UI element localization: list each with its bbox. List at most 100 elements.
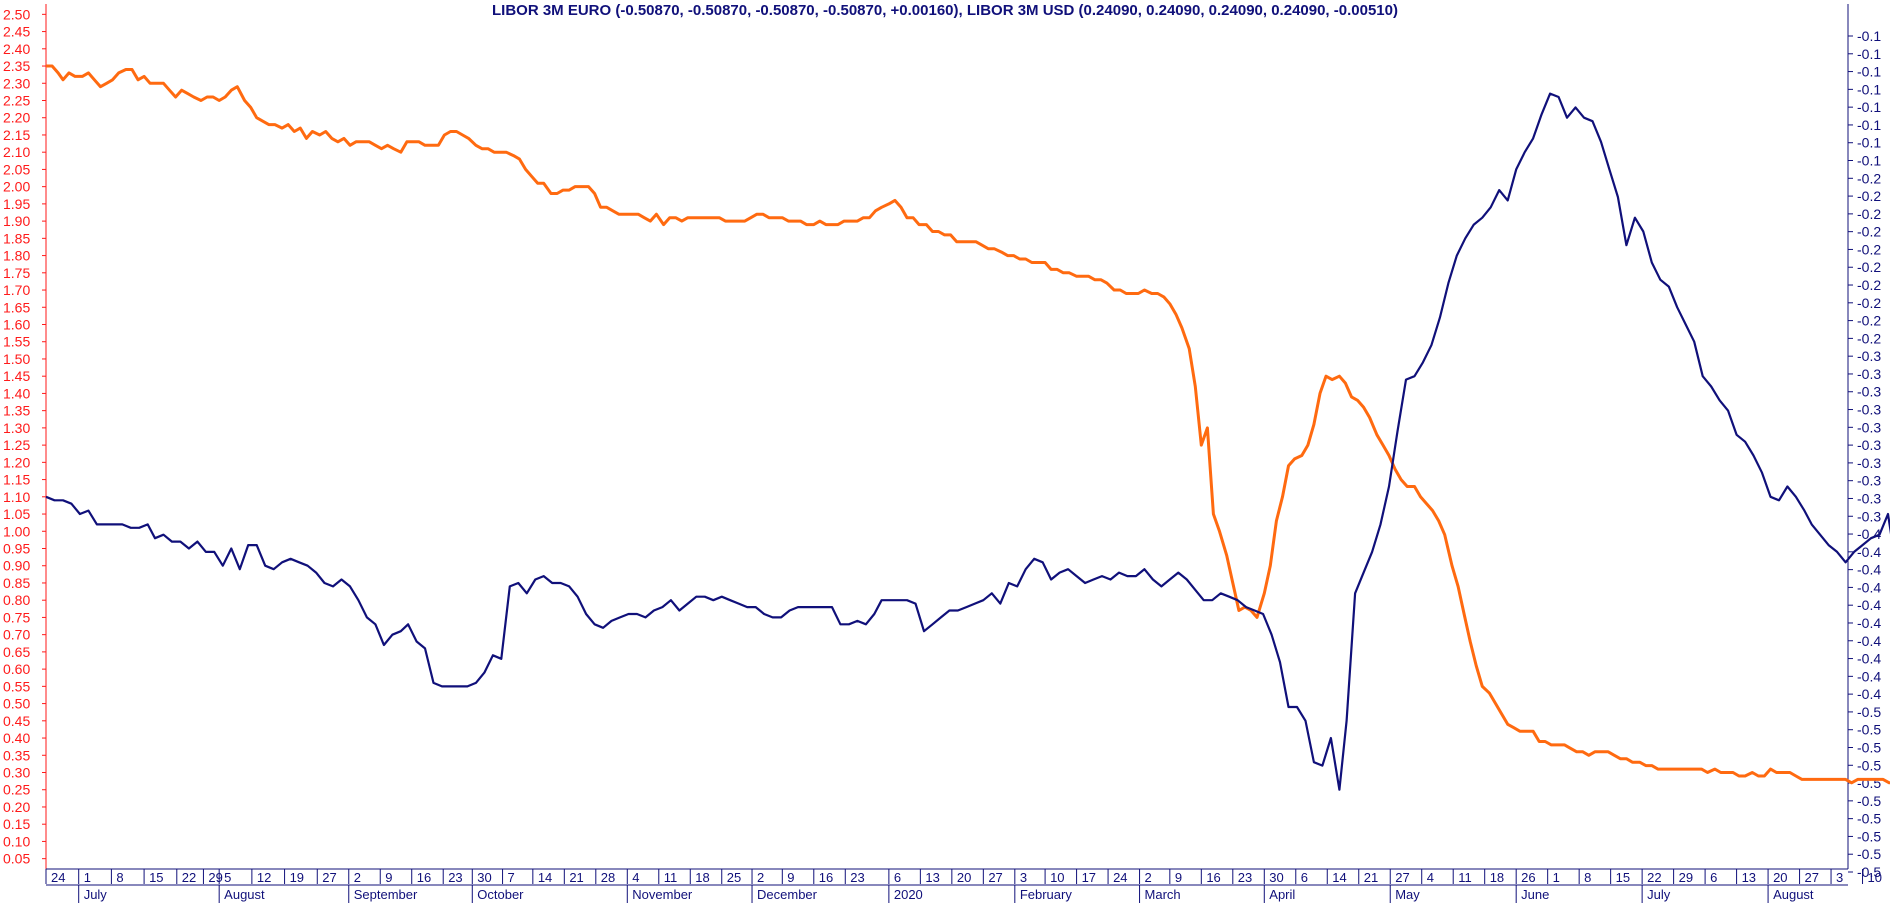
- left-axis-tick-label: 0.60: [3, 661, 30, 677]
- right-axis-tick-label: -0.4: [1857, 615, 1881, 631]
- right-axis-tick-label: -0.4: [1857, 686, 1881, 702]
- right-axis-tick-label: -0.4: [1857, 597, 1881, 613]
- right-axis-tick-label: -0.1: [1857, 81, 1881, 97]
- x-axis-day-label: 4: [632, 870, 639, 885]
- right-axis-tick-label: -0.5: [1857, 704, 1881, 720]
- title-euro: LIBOR 3M EURO (-0.50870, -0.50870, -0.50…: [492, 2, 959, 19]
- x-axis-day-label: 11: [1458, 870, 1472, 885]
- right-axis-tick-label: -0.5: [1857, 828, 1881, 844]
- x-axis-day-label: 6: [1710, 870, 1717, 885]
- right-axis-tick-label: -0.1: [1857, 28, 1881, 44]
- left-axis-tick-label: 1.30: [3, 420, 30, 436]
- left-y-axis: 0.05 0.100.150.200.250.30 0.350.400.450.50…: [3, 4, 47, 869]
- right-axis-tick-label: -0.2: [1857, 170, 1881, 186]
- right-axis-tick-label: -0.4: [1857, 668, 1881, 684]
- x-axis-day-label: 20: [1773, 870, 1787, 885]
- title-usd: LIBOR 3M USD (0.24090, 0.24090, 0.24090,…: [966, 2, 1398, 19]
- x-axis-day-label: 6: [894, 870, 901, 885]
- x-axis-month-label: October: [477, 887, 524, 902]
- x-axis-day-label: 17: [1082, 870, 1096, 885]
- right-axis-tick-label: -0.5: [1857, 793, 1881, 809]
- right-axis-tick-label: -0.2: [1857, 259, 1881, 275]
- series-line-libor-3m-euro: [45, 92, 1890, 791]
- right-axis-tick-label: -0.1: [1857, 64, 1881, 80]
- x-axis-day-label: 2: [354, 870, 361, 885]
- left-axis-tick-label: 0.10: [3, 833, 30, 849]
- x-axis-day-label: 10: [1868, 870, 1882, 885]
- right-axis-tick-label: -0.2: [1857, 224, 1881, 240]
- x-axis-day-label: 2: [1145, 870, 1152, 885]
- x-axis-day-label: 13: [1742, 870, 1756, 885]
- x-axis-day-label: 5: [224, 870, 231, 885]
- right-axis-tick-label: -0.3: [1857, 419, 1881, 435]
- x-axis-day-label: 12: [257, 870, 271, 885]
- x-axis-day-label: 15: [149, 870, 163, 885]
- x-axis-day-label: 7: [508, 870, 515, 885]
- right-axis-tick-label: -0.3: [1857, 366, 1881, 382]
- left-axis-tick-label: 0.40: [3, 730, 30, 746]
- right-axis-tick-label: -0.1: [1857, 117, 1881, 133]
- x-axis-day-label: 19: [290, 870, 304, 885]
- left-axis-tick-label: 0.85: [3, 575, 30, 591]
- x-axis-day-label: 23: [448, 870, 462, 885]
- right-axis-tick-label: -0.3: [1857, 490, 1881, 506]
- left-axis-tick-label: 2.00: [3, 179, 30, 195]
- left-axis-tick-label: 1.75: [3, 265, 30, 281]
- x-axis-day-label: 24: [1113, 870, 1127, 885]
- left-axis-tick-label: 1.85: [3, 230, 30, 246]
- x-axis-day-label: 1: [1553, 870, 1560, 885]
- left-axis-tick-label: 2.45: [3, 24, 30, 40]
- right-axis-tick-label: -0.4: [1857, 633, 1881, 649]
- x-axis-month-label: March: [1145, 887, 1181, 902]
- left-axis-tick-label: 0.65: [3, 644, 30, 660]
- right-axis-tick-label: -0.4: [1857, 526, 1881, 542]
- x-axis-day-label: 21: [569, 870, 583, 885]
- right-axis-tick-label: -0.5: [1857, 775, 1881, 791]
- right-axis-tick-label: -0.3: [1857, 437, 1881, 453]
- x-axis-day-label: 28: [601, 870, 615, 885]
- left-axis-tick-label: 1.90: [3, 213, 30, 229]
- left-axis-tick-label: 0.80: [3, 592, 30, 608]
- x-axis-day-label: 9: [787, 870, 794, 885]
- x-axis-day-label: 16: [417, 870, 431, 885]
- left-axis-tick-label: 2.40: [3, 41, 30, 57]
- x-axis-month-label: September: [354, 887, 418, 902]
- right-y-axis: -0.1-0.1-0.1-0.1-0.1-0.1-0.1-0.1-0.2-0.2…: [1847, 4, 1881, 880]
- left-axis-tick-label: 0.75: [3, 609, 30, 625]
- right-axis-tick-label: -0.5: [1857, 864, 1881, 880]
- x-axis-day-label: 23: [850, 870, 864, 885]
- x-axis-day-label: 30: [477, 870, 491, 885]
- left-axis-tick-label: 1.15: [3, 472, 30, 488]
- x-axis-month-label: August: [1773, 887, 1814, 902]
- left-axis-tick-label: 2.50: [3, 6, 30, 22]
- right-axis-tick-label: -0.4: [1857, 544, 1881, 560]
- x-axis-day-label: 23: [1238, 870, 1252, 885]
- title-separator: ,: [958, 2, 967, 19]
- x-axis-day-label: 16: [1206, 870, 1220, 885]
- left-axis-tick-label: 2.20: [3, 110, 30, 126]
- x-axis-day-label: 6: [1301, 870, 1308, 885]
- left-axis-tick-label: 2.30: [3, 75, 30, 91]
- left-axis-tick-label: 0.55: [3, 678, 30, 694]
- x-axis-day-label: 16: [819, 870, 833, 885]
- left-axis-tick-label: 1.10: [3, 489, 30, 505]
- chart-title: LIBOR 3M EURO (-0.50870, -0.50870, -0.50…: [0, 2, 1890, 19]
- left-axis-tick-label: 1.45: [3, 368, 30, 384]
- x-axis-day-label: 8: [116, 870, 123, 885]
- x-axis-month-label: July: [84, 887, 108, 902]
- right-axis-tick-label: -0.2: [1857, 241, 1881, 257]
- series-layer: [45, 64, 1890, 791]
- x-axis-month-label: 2020: [894, 887, 923, 902]
- right-axis-tick-label: -0.5: [1857, 811, 1881, 827]
- left-axis-tick-label: 0.20: [3, 799, 30, 815]
- x-axis-day-label: 22: [182, 870, 196, 885]
- left-axis-tick-label: 2.10: [3, 144, 30, 160]
- left-axis-tick-label: 1.35: [3, 403, 30, 419]
- x-axis-month-label: December: [757, 887, 818, 902]
- left-axis-tick-label: 2.15: [3, 127, 30, 143]
- x-axis-day-label: 1: [84, 870, 91, 885]
- x-axis-day-label: 27: [1395, 870, 1409, 885]
- left-axis-tick-label: 2.05: [3, 161, 30, 177]
- x-axis-day-label: 20: [957, 870, 971, 885]
- left-axis-tick-label: 0.70: [3, 627, 30, 643]
